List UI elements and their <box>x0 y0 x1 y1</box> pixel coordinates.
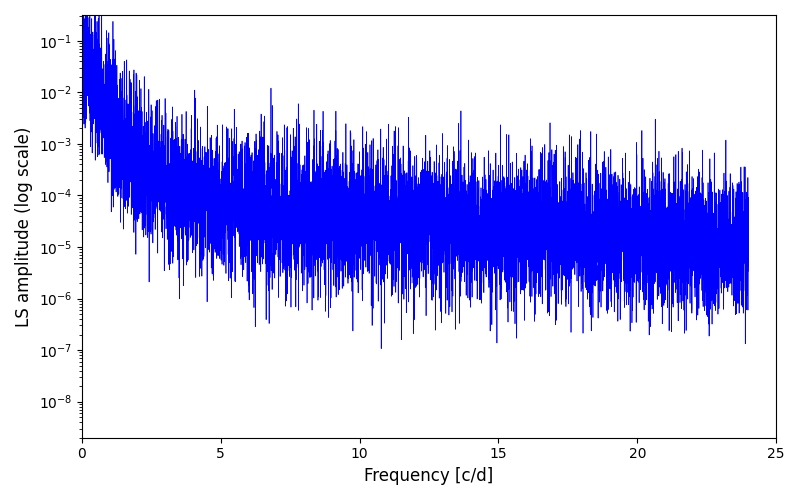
Y-axis label: LS amplitude (log scale): LS amplitude (log scale) <box>15 126 33 326</box>
X-axis label: Frequency [c/d]: Frequency [c/d] <box>364 467 494 485</box>
